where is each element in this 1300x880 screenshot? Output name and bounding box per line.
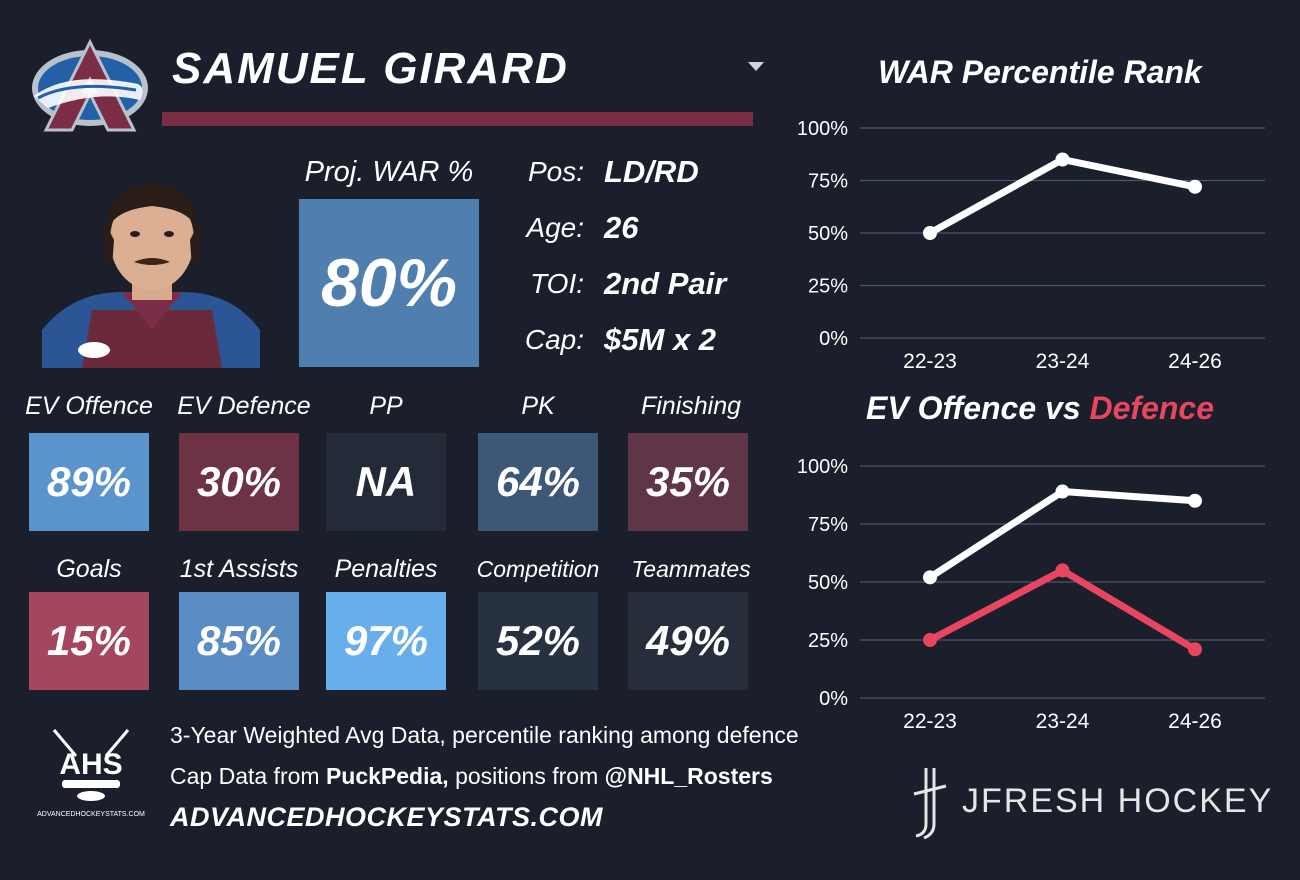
toi-value: 2nd Pair	[604, 266, 727, 301]
stat-value-pk: 64%	[478, 433, 598, 531]
stat-label-ev-defence: EV Defence	[177, 392, 311, 420]
player-name: SAMUEL GIRARD	[172, 44, 569, 93]
x-tick-label: 23-24	[1036, 710, 1090, 733]
ahs-logo-subtext: ADVANCEDHOCKEYSTATS.COM	[37, 811, 145, 818]
stat-value-1st-assists: 85%	[179, 592, 299, 690]
stat-label-teammates: Teammates	[631, 556, 751, 582]
stat-label-pk: PK	[521, 392, 555, 420]
x-tick-label: 24-26	[1168, 350, 1222, 373]
data-point-1	[1055, 563, 1070, 578]
ahs-logo-text: AHS	[59, 748, 122, 781]
footer-note-2: Cap Data from PuckPedia, positions from …	[170, 763, 773, 790]
stat-label-goals: Goals	[56, 555, 122, 583]
ev-offence-defence-chart: 0% 25% 50% 75% 100% 22-23 23-24 24-26	[797, 456, 1265, 733]
stat-value-teammates: 49%	[628, 592, 748, 690]
stat-value-pp: NA	[326, 433, 446, 531]
stat-label-finishing: Finishing	[640, 392, 742, 420]
footer-note-2-mid: positions from	[448, 763, 605, 789]
age-value: 26	[604, 210, 639, 245]
data-point-0	[1188, 493, 1202, 508]
footer-source-nhl-rosters: @NHL_Rosters	[604, 763, 773, 789]
ahs-logo: AHS ADVANCEDHOCKEYSTATS.COM	[37, 729, 145, 818]
stat-label-competition: Competition	[476, 556, 600, 582]
chart1-title: WAR Percentile Rank	[878, 54, 1202, 90]
y-tick-label: 100%	[797, 118, 848, 140]
stat-label-penalties: Penalties	[334, 555, 438, 583]
y-tick-label: 0%	[819, 688, 848, 710]
footer-source-puckpedia: PuckPedia,	[325, 763, 449, 789]
brand-name: JFRESH HOCKEY	[962, 782, 1274, 820]
age-label: Age:	[526, 212, 584, 243]
war-percentile-chart: 0% 25% 50% 75% 100% 22-23 23-24 24-26	[797, 118, 1265, 373]
player-photo	[42, 184, 260, 368]
stat-value-goals: 15%	[29, 592, 149, 690]
data-point-0	[1188, 179, 1202, 194]
data-point-1	[1188, 642, 1202, 657]
data-point-0	[1055, 152, 1070, 167]
stat-value-competition: 52%	[478, 592, 598, 690]
chart2-title-part1: EV Offence vs	[865, 390, 1090, 426]
footer-note-1: 3-Year Weighted Avg Data, percentile ran…	[170, 722, 799, 748]
jfresh-hockey-logo-mark	[913, 768, 947, 840]
proj-war-label: Proj. WAR %	[304, 156, 474, 188]
y-tick-label: 0%	[819, 328, 848, 350]
y-tick-label: 100%	[797, 456, 848, 478]
stat-value-ev-defence: 30%	[179, 433, 299, 531]
cap-value: $5M x 2	[604, 322, 717, 357]
data-point-1	[923, 633, 937, 647]
stat-label-pp: PP	[369, 392, 403, 420]
data-point-0	[923, 226, 937, 240]
team-logo	[32, 38, 148, 132]
cap-label: Cap:	[524, 324, 584, 355]
toi-label: TOI:	[530, 268, 584, 299]
proj-war-value: 80%	[299, 199, 479, 367]
pos-value: LD/RD	[604, 154, 699, 189]
chevron-down-icon[interactable]	[748, 62, 764, 71]
series-line-0	[926, 156, 1199, 237]
chart2-title-part2: Defence	[1089, 390, 1215, 426]
data-point-0	[1055, 484, 1070, 499]
y-tick-label: 75%	[808, 171, 848, 193]
x-tick-label: 22-23	[903, 350, 957, 373]
stat-label-ev-offence: EV Offence	[25, 392, 153, 420]
y-tick-label: 50%	[808, 572, 848, 594]
pos-label: Pos:	[527, 156, 584, 187]
name-underline-bar	[162, 112, 753, 126]
y-tick-label: 25%	[808, 630, 848, 652]
x-tick-label: 22-23	[903, 710, 957, 733]
stat-value-finishing: 35%	[628, 433, 748, 531]
chart2-title: EV Offence vs Defence	[830, 390, 1250, 427]
footer-site: ADVANCEDHOCKEYSTATS.COM	[170, 802, 604, 832]
data-point-0	[923, 570, 937, 585]
stat-label-1st-assists: 1st Assists	[179, 555, 299, 583]
y-tick-label: 75%	[808, 514, 848, 536]
stat-value-penalties: 97%	[326, 592, 446, 690]
y-tick-label: 25%	[808, 276, 848, 298]
x-tick-label: 23-24	[1036, 350, 1090, 373]
stat-value-ev-offence: 89%	[29, 433, 149, 531]
x-tick-label: 24-26	[1168, 710, 1222, 733]
y-tick-label: 50%	[808, 223, 848, 245]
footer-note-2-prefix: Cap Data from	[170, 763, 326, 789]
